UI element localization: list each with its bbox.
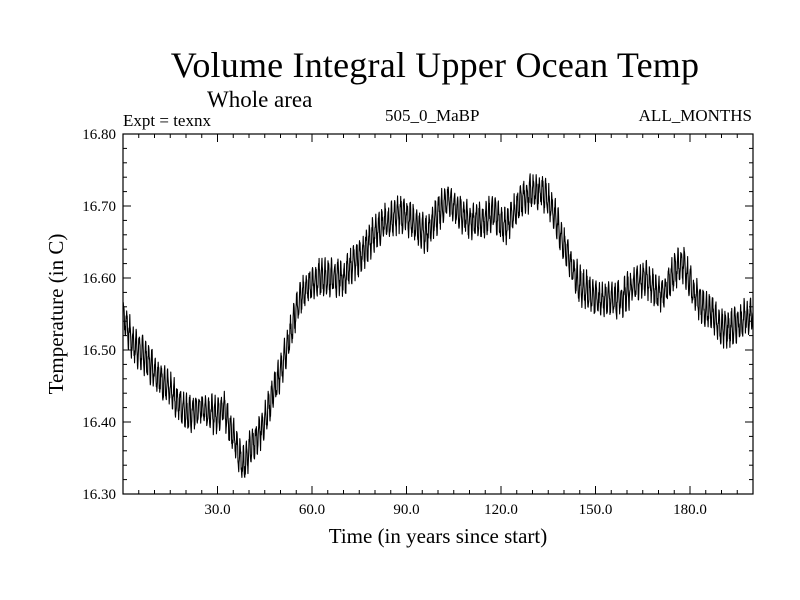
x-axis-label: Time (in years since start) (329, 524, 548, 548)
experiment-label: Expt = texnx (123, 111, 211, 130)
x-tick-label: 60.0 (299, 502, 325, 518)
run-id-label: 505_0_MaBP (385, 106, 480, 125)
chart-title: Volume Integral Upper Ocean Temp (170, 45, 700, 85)
x-tick-label: 180.0 (673, 502, 707, 518)
y-tick-label: 16.40 (82, 415, 116, 431)
temperature-series-line (122, 173, 754, 478)
x-tick-label: 30.0 (204, 502, 230, 518)
x-tick-label: 150.0 (579, 502, 613, 518)
y-tick-label: 16.70 (82, 199, 116, 215)
y-tick-label: 16.60 (82, 271, 116, 287)
period-label: ALL_MONTHS (638, 106, 752, 125)
x-tick-label: 120.0 (484, 502, 518, 518)
x-tick-label: 90.0 (393, 502, 419, 518)
y-tick-label: 16.30 (82, 487, 116, 503)
data-series (122, 173, 754, 478)
y-tick-label: 16.80 (82, 127, 116, 143)
chart-subtitle: Whole area (207, 87, 313, 112)
y-tick-label: 16.50 (82, 343, 116, 359)
y-axis-label: Temperature (in C) (44, 234, 68, 395)
plot-frame (122, 133, 754, 495)
axis-ticks: 16.30 16.40 16.50 16.60 16.70 16.80 30.0 60.0 90… (82, 127, 753, 518)
